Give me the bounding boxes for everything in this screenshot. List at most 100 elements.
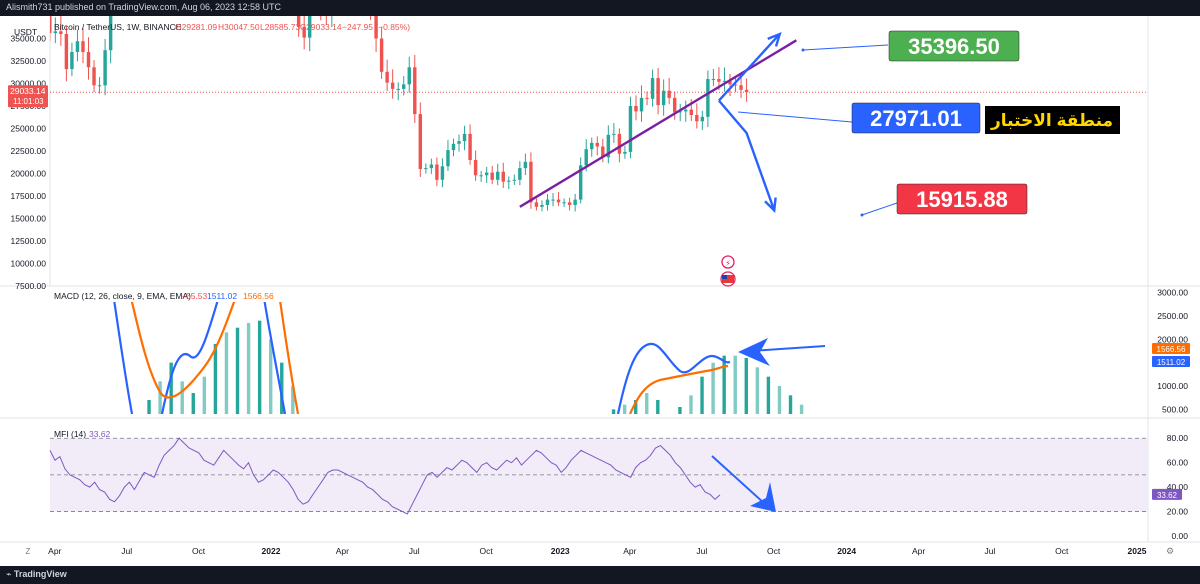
- candle-body: [717, 79, 721, 82]
- candle-body: [64, 34, 69, 70]
- macd-histogram-bar: [169, 362, 173, 414]
- candle-body: [496, 171, 500, 180]
- candle-body: [628, 106, 633, 152]
- macd-histogram-bar: [202, 376, 207, 414]
- price-axis-tick: 12500.00: [11, 236, 47, 246]
- macd-line: [113, 302, 731, 414]
- macd-histogram-bar: [744, 358, 748, 414]
- candle-body: [728, 80, 732, 85]
- price-axis-tick: 17500.00: [11, 191, 47, 201]
- trading-chart[interactable]: 35000.0032500.0030000.0027500.0025000.00…: [0, 16, 1200, 566]
- macd-histogram-bar: [633, 400, 638, 414]
- candle-body: [645, 97, 649, 99]
- leader-down: [861, 202, 898, 216]
- bearish-projection: [718, 99, 776, 211]
- flash-glyph: ⚡: [725, 259, 731, 268]
- zoom-button: Z: [26, 547, 31, 556]
- mfi-axis-tick: 0.00: [1171, 531, 1188, 541]
- last-price-label: 29033.14: [10, 86, 46, 96]
- macd-axis-tick: 2500.00: [1157, 311, 1188, 321]
- leader-up-dot: [801, 48, 805, 52]
- candles-group: [50, 16, 749, 212]
- legend-low: L28585.73: [260, 22, 300, 32]
- price-axis-tick: 22500.00: [11, 146, 47, 156]
- candle-body: [302, 26, 306, 38]
- legend-change: −247.95 (−0.85%): [342, 22, 410, 32]
- candle-body: [634, 106, 638, 112]
- time-axis-tick: Oct: [192, 546, 206, 556]
- signal-value-badge: [1152, 343, 1190, 354]
- macd-histogram-bar: [158, 381, 162, 414]
- candle-body: [103, 50, 107, 86]
- candle-body: [551, 199, 555, 201]
- candle-body: [86, 52, 91, 68]
- candle-body: [451, 143, 456, 151]
- macd-histogram-bar: [257, 320, 262, 414]
- candle-body: [700, 116, 705, 122]
- test-level-box: [851, 102, 981, 134]
- candle-body: [661, 90, 666, 106]
- candle-body: [590, 142, 594, 150]
- macd-histogram-bar: [700, 376, 704, 414]
- macd-histogram-bar: [246, 323, 251, 414]
- candle-body: [307, 16, 312, 38]
- macd-arrow-head: [738, 338, 770, 366]
- mfi-value-badge: [1152, 488, 1182, 500]
- macd-hist-value: −55.53: [181, 291, 208, 301]
- candle-body: [639, 97, 644, 112]
- candle-body: [578, 165, 583, 200]
- time-axis-tick: Oct: [480, 546, 494, 556]
- macd-histogram-bar: [622, 404, 627, 414]
- candle-body: [722, 80, 727, 82]
- macd-histogram-bar: [766, 376, 771, 414]
- macd-histogram-bar: [235, 327, 240, 414]
- candle-body: [53, 31, 58, 34]
- macd-histogram-bar: [755, 367, 760, 414]
- candle-body: [501, 171, 505, 182]
- price-axis-tick: 35000.00: [11, 34, 47, 44]
- macd-line-value: 1511.02: [207, 291, 237, 301]
- time-axis-tick: Jul: [121, 546, 132, 556]
- candle-body: [462, 133, 467, 142]
- macd-axis-tick: 2000.00: [1157, 334, 1188, 344]
- macd-arrow-line: [749, 345, 826, 352]
- candle-body: [606, 134, 611, 158]
- candle-body: [689, 109, 693, 115]
- time-axis-tick: Oct: [767, 546, 781, 556]
- note-label: منطقة الاختبار: [990, 111, 1113, 130]
- candle-body: [567, 202, 572, 205]
- mfi-arrow-line: [711, 455, 766, 505]
- candle-body: [424, 168, 428, 170]
- price-legend-title: Bitcoin / TetherUS, 1W, BINANCE: [54, 22, 182, 32]
- candle-body: [374, 16, 378, 39]
- candle-body: [473, 160, 478, 176]
- publish-line: Alismith731 published on TradingView.com…: [6, 2, 282, 12]
- candle-body: [407, 67, 411, 85]
- candle-body: [435, 164, 439, 180]
- candle-body: [457, 141, 461, 144]
- event-flash-icon: [721, 255, 735, 269]
- macd-histogram-bar: [656, 400, 660, 414]
- note-box: [985, 106, 1120, 134]
- macd-histogram-bar: [777, 386, 782, 414]
- candle-body: [418, 114, 423, 169]
- countdown-label: 11:01:03: [13, 97, 44, 106]
- mfi-line: [49, 437, 721, 515]
- candle-body: [656, 78, 660, 106]
- macd-value-label: 1511.02: [1157, 358, 1186, 367]
- macd-histogram-bar: [15, 372, 18, 414]
- candle-body: [484, 172, 489, 176]
- macd-histogram-bar: [224, 332, 229, 414]
- candle-body: [446, 150, 450, 167]
- candle-body: [711, 79, 716, 80]
- price-axis-tick: 7500.00: [15, 281, 46, 291]
- brand-name: TradingView: [13, 569, 67, 579]
- candle-body: [623, 151, 627, 154]
- target-down-label: 15915.88: [916, 187, 1008, 212]
- price-axis-tick: 10000.00: [11, 259, 47, 269]
- candle-body: [534, 202, 539, 207]
- time-axis-tick: Apr: [912, 546, 925, 556]
- candle-body: [70, 52, 74, 70]
- time-axis-tick: Apr: [336, 546, 349, 556]
- macd-value-badge: [1152, 356, 1190, 367]
